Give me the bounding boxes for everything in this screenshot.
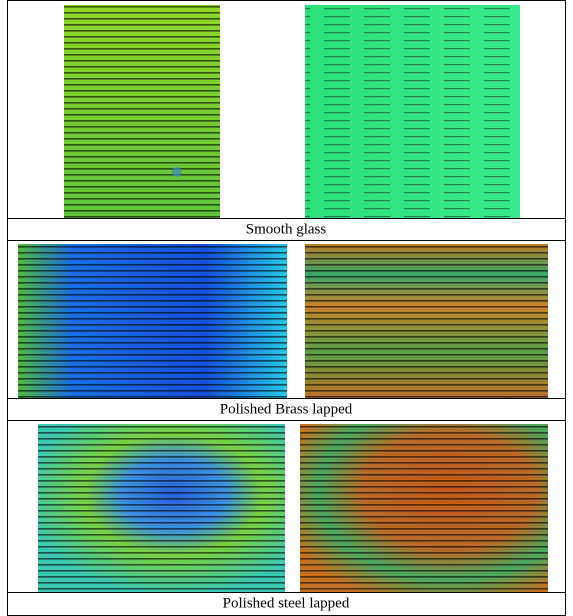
image-brass-right [305,244,548,398]
image-smooth-glass-right [305,5,520,218]
image-smooth-glass-left [64,5,220,218]
image-steel-right [300,424,548,592]
caption: Polished steel lapped [223,595,350,611]
caption: Polished Brass lapped [220,401,353,417]
caption: Smooth glass [246,221,327,237]
image-steel-left [38,424,285,592]
image-brass-left [18,244,287,398]
